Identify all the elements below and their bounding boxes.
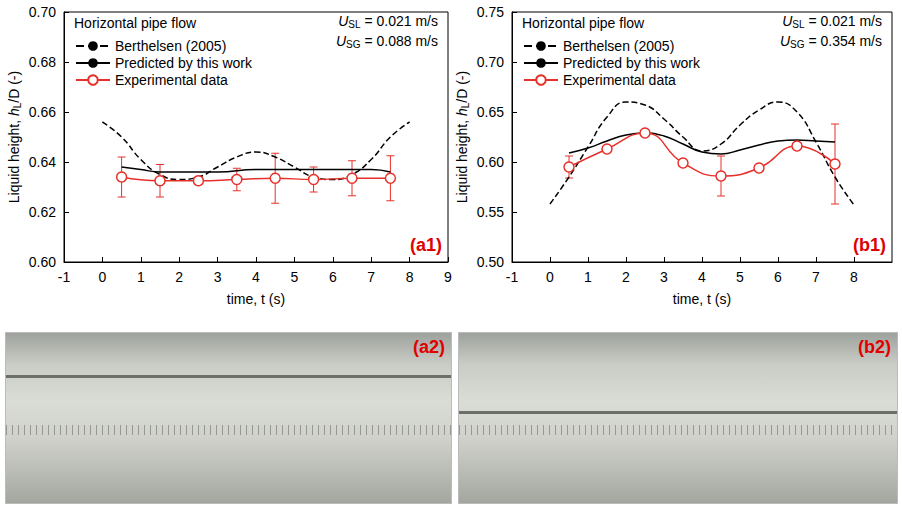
svg-text:h: h [454,108,470,116]
svg-text:0.60: 0.60 [477,154,504,170]
svg-text:-1: -1 [506,269,519,285]
svg-text:7: 7 [812,269,820,285]
svg-text:= 0.021 m/s: = 0.021 m/s [805,13,882,29]
svg-text:Experimental data: Experimental data [563,72,676,88]
svg-text:= 0.354 m/s: = 0.354 m/s [805,33,882,49]
svg-text:SG: SG [790,39,805,50]
svg-text:Liquid height,: Liquid height, [454,116,470,203]
svg-text:0: 0 [546,269,554,285]
svg-text:0: 0 [99,269,107,285]
svg-text:time, t (s): time, t (s) [227,291,285,307]
svg-text:L: L [459,102,471,109]
svg-text:(a1): (a1) [410,235,442,255]
html-text:(a2): (a2) [413,337,445,357]
svg-text:2: 2 [622,269,630,285]
svg-text:-1: -1 [58,269,71,285]
svg-text:Horizontal pipe flow: Horizontal pipe flow [74,15,197,31]
svg-text:6: 6 [774,269,782,285]
svg-text:0.62: 0.62 [29,204,56,220]
svg-text:Berthelsen (2005): Berthelsen (2005) [115,38,226,54]
svg-text:0.70: 0.70 [29,4,56,20]
svg-text:2: 2 [175,269,183,285]
svg-text:Predicted by this work: Predicted by this work [563,55,701,71]
svg-text:3: 3 [214,269,222,285]
svg-text:4: 4 [698,269,706,285]
html-text:(b2): (b2) [858,337,891,357]
svg-text:4: 4 [252,269,260,285]
svg-text:time, t (s): time, t (s) [673,291,731,307]
svg-text:6: 6 [329,269,337,285]
svg-text:Berthelsen (2005): Berthelsen (2005) [563,38,674,54]
svg-text:/D (-): /D (-) [454,71,470,103]
svg-text:Liquid height,: Liquid height, [6,116,22,203]
svg-text:Predicted by this work: Predicted by this work [115,55,253,71]
svg-text:1: 1 [137,269,145,285]
svg-text:0.50: 0.50 [477,254,504,270]
svg-text:SL: SL [792,19,805,30]
svg-text:/D (-): /D (-) [6,71,22,103]
svg-text:0.55: 0.55 [477,204,504,220]
svg-text:U: U [780,33,791,49]
svg-text:Experimental data: Experimental data [115,72,228,88]
svg-text:7: 7 [367,269,375,285]
svg-text:5: 5 [291,269,299,285]
svg-text:U: U [336,33,347,49]
svg-text:0.70: 0.70 [477,54,504,70]
svg-text:SG: SG [346,39,361,50]
svg-text:L: L [11,102,23,109]
svg-text:0.65: 0.65 [477,104,504,120]
svg-text:U: U [338,13,349,29]
svg-text:0.68: 0.68 [29,54,56,70]
svg-text:= 0.088 m/s: = 0.088 m/s [361,33,438,49]
svg-text:Horizontal pipe flow: Horizontal pipe flow [522,15,645,31]
svg-text:SL: SL [348,19,361,30]
svg-text:5: 5 [736,269,744,285]
svg-text:1: 1 [584,269,592,285]
svg-text:9: 9 [444,269,452,285]
svg-text:(b1): (b1) [853,235,886,255]
svg-text:U: U [782,13,793,29]
svg-text:0.64: 0.64 [29,154,56,170]
svg-text:h: h [6,108,22,116]
svg-text:3: 3 [660,269,668,285]
svg-text:0.75: 0.75 [477,4,504,20]
svg-text:8: 8 [406,269,414,285]
svg-text:0.66: 0.66 [29,104,56,120]
svg-text:8: 8 [850,269,858,285]
svg-text:0.60: 0.60 [29,254,56,270]
svg-text:= 0.021 m/s: = 0.021 m/s [361,13,438,29]
